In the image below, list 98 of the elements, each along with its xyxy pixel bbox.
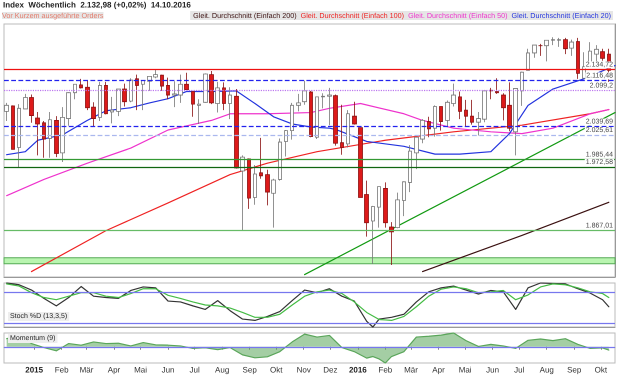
candlestick	[346, 110, 350, 148]
candlestick	[247, 158, 251, 210]
x-tick-label: Mai	[134, 366, 148, 374]
candlestick	[576, 37, 580, 80]
candlestick	[538, 43, 543, 56]
candlestick	[42, 120, 46, 158]
candlestick	[563, 37, 568, 55]
x-tick-label: Feb	[54, 366, 70, 374]
candlestick	[433, 104, 437, 138]
candlestick	[209, 70, 214, 105]
candlestick	[569, 39, 574, 56]
candlestick	[464, 100, 468, 127]
x-tick-label: Apr	[432, 366, 446, 374]
candlestick	[495, 78, 499, 94]
candlestick	[309, 90, 313, 138]
candlestick	[458, 91, 462, 120]
candlestick	[23, 93, 28, 110]
x-tick-label: Jul	[190, 366, 200, 374]
candlestick	[271, 178, 276, 228]
candlestick	[110, 96, 114, 124]
candlestick	[48, 112, 52, 158]
candlestick	[408, 144, 412, 192]
candlestick	[321, 92, 325, 109]
candlestick	[290, 102, 294, 140]
candlestick	[265, 169, 270, 206]
candlestick	[551, 36, 555, 46]
candlestick	[17, 104, 21, 168]
candlestick	[513, 88, 518, 156]
candlestick	[402, 180, 406, 217]
chart-title: Index Wöchentlich 2.132,98 (+0,02%) 14.10.2016	[3, 0, 192, 10]
candlestick	[284, 130, 288, 157]
candlestick	[29, 94, 34, 124]
x-tick-label: Sep	[242, 366, 258, 374]
x-tick-label: Jun	[162, 366, 175, 374]
candlestick	[327, 87, 332, 126]
candlestick	[259, 137, 263, 180]
candlestick	[104, 81, 108, 115]
candlestick	[600, 48, 605, 62]
candlestick	[389, 222, 394, 266]
x-tick-label: Apr	[108, 366, 121, 374]
candlestick	[54, 116, 59, 158]
candlestick	[333, 94, 338, 146]
candlestick	[98, 81, 102, 122]
candlestick	[315, 96, 319, 140]
candlestick	[340, 104, 344, 156]
candlestick	[278, 138, 282, 182]
candlestick	[557, 37, 561, 48]
candlestick	[532, 44, 537, 58]
x-tick-label: Dez	[323, 366, 338, 374]
x-tick-label: Jul	[514, 366, 525, 374]
candlestick	[73, 84, 77, 100]
candlestick	[371, 206, 375, 264]
candlestick	[427, 116, 431, 138]
candlestick	[184, 72, 189, 90]
x-tick-label: Jun	[486, 366, 500, 374]
candlestick	[296, 93, 301, 112]
x-tick-label: Mai	[458, 366, 472, 374]
x-tick-label: Sep	[567, 366, 582, 374]
x-tick-label: Aug	[215, 366, 230, 374]
candlestick	[122, 83, 127, 107]
x-tick-label: 2015	[25, 366, 44, 374]
x-tick-label: Okt	[594, 366, 608, 374]
x-tick-label: Mär	[80, 366, 94, 374]
candlestick	[11, 104, 15, 150]
candlestick	[470, 100, 474, 125]
candlestick	[135, 74, 139, 111]
candlestick	[4, 102, 9, 122]
candlestick	[352, 101, 357, 125]
candlestick	[377, 186, 381, 228]
candlestick	[35, 112, 40, 156]
candlestick	[228, 86, 232, 120]
candlestick	[79, 78, 83, 89]
candlestick	[302, 80, 307, 106]
candlestick	[203, 72, 208, 104]
x-tick-label: Feb	[378, 366, 393, 374]
candlestick	[197, 98, 201, 124]
candlestick	[253, 164, 257, 206]
candlestick	[129, 78, 133, 103]
candlestick	[383, 182, 388, 228]
candlestick	[234, 88, 239, 169]
x-tick-label: Aug	[540, 366, 554, 374]
candlestick	[215, 81, 220, 113]
candlestick	[191, 91, 195, 118]
candlestick	[526, 48, 530, 71]
candlestick	[141, 80, 145, 111]
candlestick	[166, 77, 170, 100]
candlestick	[439, 106, 443, 132]
candlestick	[160, 74, 164, 92]
candlestick	[222, 82, 226, 111]
candlestick	[520, 71, 524, 106]
x-tick-label: Okt	[270, 366, 284, 374]
x-tick-label: 2016	[348, 366, 368, 374]
candlestick	[116, 88, 121, 117]
x-tick-label: Mär	[404, 366, 418, 374]
candlestick	[240, 154, 245, 232]
candlestick	[395, 192, 400, 229]
candlestick	[544, 40, 549, 62]
x-tick-label: Nov	[296, 366, 311, 374]
